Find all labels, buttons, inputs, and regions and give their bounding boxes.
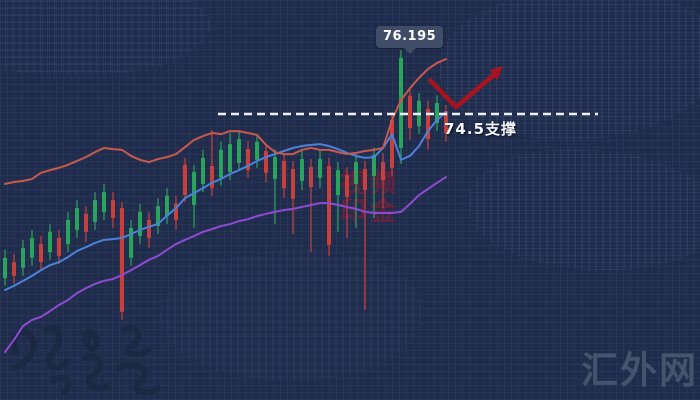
upper-band-line [4,58,447,185]
candle-body [309,167,313,188]
candle-body [228,144,232,173]
candle-body [363,169,367,191]
candle-body [210,165,214,189]
candle-body [372,154,376,176]
candle-body [426,108,430,140]
trend-arrow-head [490,66,503,80]
candle-body [390,119,394,168]
candle-body [300,159,304,181]
candle-body [48,231,52,253]
candle-body [111,200,115,219]
candle-body [219,149,223,178]
stamp-row: 视频 [339,169,400,199]
candle-body [273,157,277,179]
candle-body [165,195,169,217]
map-dots-texture [160,250,420,380]
lower-band-line [4,176,447,354]
candle-body [318,159,322,178]
candle-body [12,262,16,276]
candle-body [174,203,178,220]
candle-body [75,208,79,230]
candle-body [57,237,61,256]
middle-band-line [4,110,447,292]
candle-body [21,247,25,268]
candle-body [381,162,385,181]
candle-body [201,157,205,184]
candle-body [156,206,160,227]
candle-body [246,149,250,171]
candle-body [444,111,448,134]
candle-body [3,257,7,279]
candle-body [291,169,295,199]
candle-body [345,175,349,197]
candle-body [399,57,403,148]
candle-body [354,162,358,184]
candle-body [84,213,88,232]
candle-body [120,208,124,312]
candle-body [129,227,133,258]
site-watermark: 汇外网 [581,349,698,392]
candle-body [336,170,340,196]
support-level-label: 74.5支撑 [444,120,518,138]
candle-body [255,141,259,160]
candle-body [102,191,106,212]
candle-body [264,151,268,173]
map-dots-texture [440,0,700,140]
candle-body [192,172,196,206]
candle-body [93,200,97,222]
candle-body [138,211,142,237]
candle-body [183,164,187,196]
candles-layer [3,50,448,320]
candle-body [327,165,331,245]
candle-body [282,160,286,189]
candle-body [147,219,151,238]
candle-body [237,139,241,163]
candle-body [408,95,412,129]
candle-body [39,244,43,263]
price-tooltip: 76.195 [376,26,444,54]
candle-body [66,219,70,245]
trend-arrow-line[interactable] [427,71,498,111]
candle-body [435,103,439,124]
map-dots-texture [470,150,700,270]
candle-body [30,237,34,258]
